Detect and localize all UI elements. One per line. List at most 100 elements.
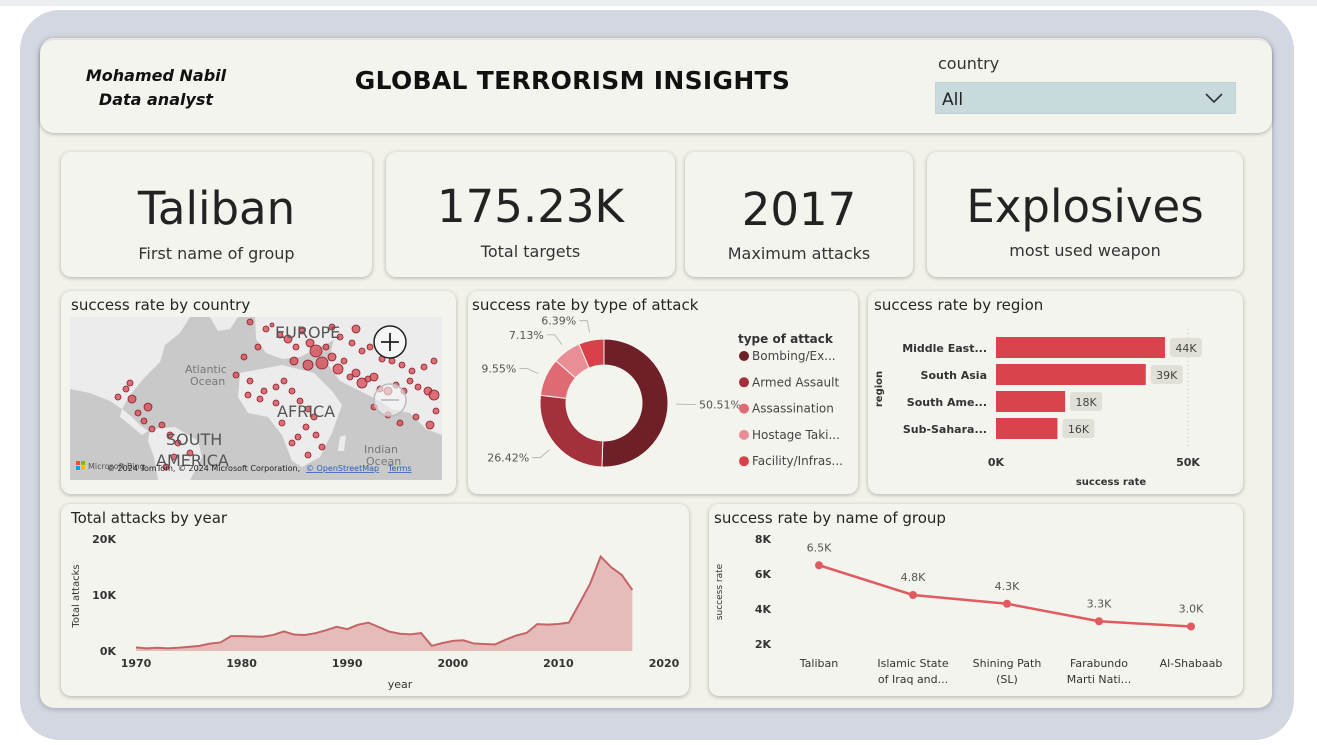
map-bubble[interactable] (122, 385, 130, 393)
series-line (818, 564, 1192, 628)
region-bar[interactable] (996, 364, 1146, 385)
map-bubble[interactable] (305, 338, 315, 348)
map-bubble[interactable] (396, 419, 404, 427)
map-bubble[interactable] (340, 357, 348, 365)
map-bubble[interactable] (127, 394, 137, 404)
map-bubble[interactable] (304, 405, 312, 413)
map-bubble[interactable] (262, 325, 270, 333)
map-bubble[interactable] (351, 324, 361, 334)
map-bubble[interactable] (294, 433, 302, 441)
map-bubble[interactable] (322, 343, 330, 351)
map-bubble[interactable] (186, 449, 194, 457)
map-bubble[interactable] (351, 368, 361, 378)
map-bubble[interactable] (428, 389, 440, 401)
kpi-label: First name of group (138, 244, 295, 263)
region-bar[interactable] (996, 418, 1058, 439)
map-bubble[interactable] (366, 343, 374, 351)
world-map[interactable]: EUROPE Atlantic Ocean AFRICA SOUTH AMERI… (70, 317, 442, 480)
map-bubble[interactable] (244, 391, 252, 399)
line-point[interactable] (1003, 599, 1011, 608)
map-bubble[interactable] (126, 379, 134, 387)
donut-slice[interactable] (578, 338, 605, 369)
map-bubble[interactable] (356, 377, 368, 389)
legend-marker (739, 377, 749, 388)
map-bubble[interactable] (312, 431, 320, 439)
map-bubble[interactable] (346, 373, 354, 381)
legend-item-label[interactable]: Armed Assault (752, 375, 839, 389)
zoom-in-button[interactable] (373, 325, 407, 359)
map-bubble[interactable] (414, 383, 422, 391)
map-bubble[interactable] (302, 423, 310, 431)
map-bubble[interactable] (388, 357, 396, 365)
map-bubble[interactable] (260, 387, 268, 395)
country-dropdown[interactable]: All (935, 82, 1236, 114)
map-bubble[interactable] (288, 387, 296, 395)
map-bubble[interactable] (318, 443, 326, 451)
map-bubble[interactable] (254, 343, 262, 351)
map-bubble[interactable] (246, 377, 254, 385)
map-bubble[interactable] (328, 323, 336, 331)
map-bubble[interactable] (134, 409, 142, 417)
map-bubble[interactable] (406, 377, 414, 385)
region-bar[interactable] (996, 337, 1165, 358)
legend-item-label[interactable]: Assassination (752, 402, 834, 416)
map-bubble[interactable] (140, 417, 148, 425)
map-bubble[interactable] (283, 334, 293, 344)
map-bubble[interactable] (310, 413, 318, 421)
map-bubble[interactable] (302, 359, 314, 371)
legend-item-label[interactable]: Hostage Taki... (752, 428, 840, 442)
map-bubble[interactable] (114, 393, 122, 401)
map-bubble[interactable] (292, 343, 300, 351)
map-bubble[interactable] (240, 353, 248, 361)
map-bubble[interactable] (232, 371, 240, 379)
line-point[interactable] (815, 561, 823, 570)
map-bubble[interactable] (170, 453, 178, 461)
map-bubble[interactable] (332, 363, 344, 375)
map-bubble[interactable] (256, 395, 264, 403)
map-bubble[interactable] (272, 399, 280, 407)
region-bar[interactable] (996, 391, 1066, 412)
map-bubble[interactable] (269, 322, 275, 328)
donut-slice[interactable] (539, 394, 604, 468)
map-bubble[interactable] (288, 439, 296, 447)
map-bubble[interactable] (278, 419, 286, 427)
map-bubble[interactable] (143, 402, 153, 412)
map-bubble[interactable] (272, 383, 280, 391)
map-bubble[interactable] (358, 347, 366, 355)
terms-link[interactable]: Terms (387, 464, 412, 473)
map-bubble[interactable] (408, 367, 416, 375)
map-bubble[interactable] (158, 421, 166, 429)
map-bubble[interactable] (420, 363, 428, 371)
map-bubble[interactable] (298, 327, 306, 335)
map-bubble[interactable] (432, 407, 440, 415)
map-bubble[interactable] (166, 431, 174, 439)
map-bubble[interactable] (304, 451, 312, 459)
map-bubble[interactable] (162, 463, 170, 471)
openstreetmap-link[interactable]: © OpenStreetMap (306, 464, 379, 473)
zoom-out-button[interactable] (373, 383, 407, 417)
legend-item-label[interactable]: Bombing/Ex... (752, 349, 836, 363)
legend-item-label[interactable]: Facility/Infras... (752, 454, 843, 468)
map-bubble[interactable] (280, 377, 288, 385)
donut-slice[interactable] (601, 338, 669, 468)
line-point[interactable] (1095, 617, 1103, 626)
area-fill[interactable] (136, 556, 633, 651)
map-bubble[interactable] (336, 333, 344, 341)
map-bubble[interactable] (148, 425, 156, 433)
map-bubble[interactable] (425, 420, 435, 430)
map-bubble[interactable] (327, 352, 337, 362)
map-bubble[interactable] (296, 397, 304, 405)
line-point[interactable] (909, 591, 917, 599)
map-bubble[interactable] (412, 413, 420, 421)
map-bubble[interactable] (315, 356, 329, 370)
map-bubble[interactable] (174, 439, 182, 447)
map-bubble[interactable] (430, 357, 438, 365)
map-bubble[interactable] (246, 318, 254, 326)
map-bubble[interactable] (289, 356, 299, 366)
map-bubble[interactable] (369, 372, 379, 382)
map-bubble[interactable] (398, 361, 406, 369)
map-bubble[interactable] (309, 344, 323, 358)
line-point[interactable] (1187, 622, 1195, 631)
map-bubble[interactable] (276, 331, 284, 339)
map-bubble[interactable] (348, 339, 356, 347)
